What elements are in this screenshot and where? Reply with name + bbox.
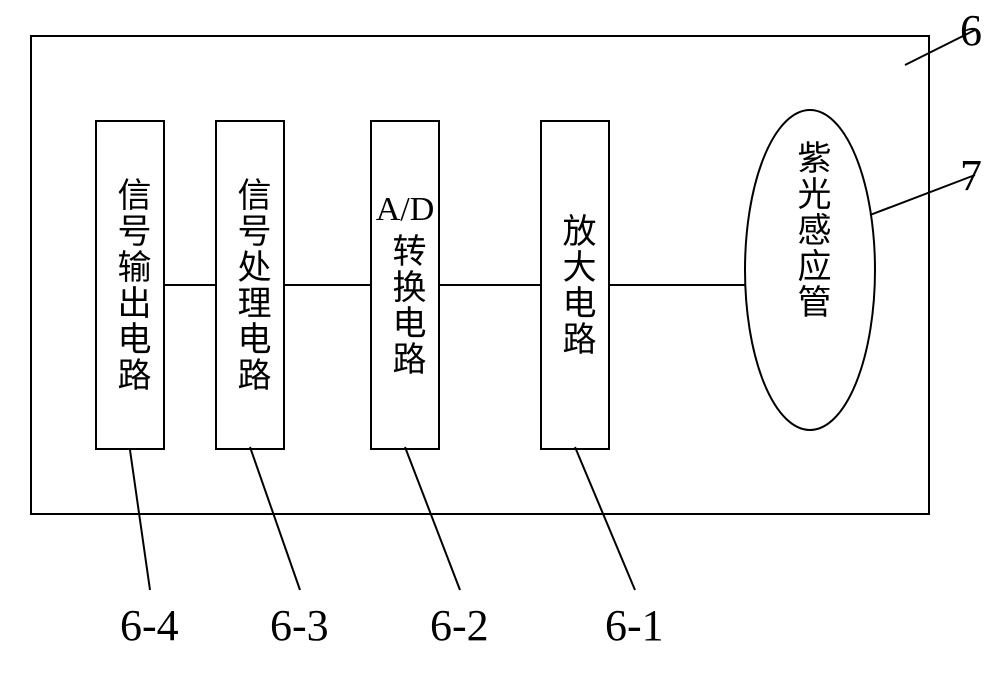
callout-lines [0, 0, 1000, 675]
diagram-canvas: 信号输出电路 信号处理电路 A/D 转换电路 放大电路 紫光感应管 6 7 6-… [0, 0, 1000, 675]
callout-6-2: 6-2 [430, 600, 489, 651]
callout-6: 6 [960, 5, 982, 56]
callout-6-4: 6-4 [120, 600, 179, 651]
callout-6-1: 6-1 [605, 600, 664, 651]
callout-7: 7 [960, 150, 982, 201]
callout-6-3: 6-3 [270, 600, 329, 651]
